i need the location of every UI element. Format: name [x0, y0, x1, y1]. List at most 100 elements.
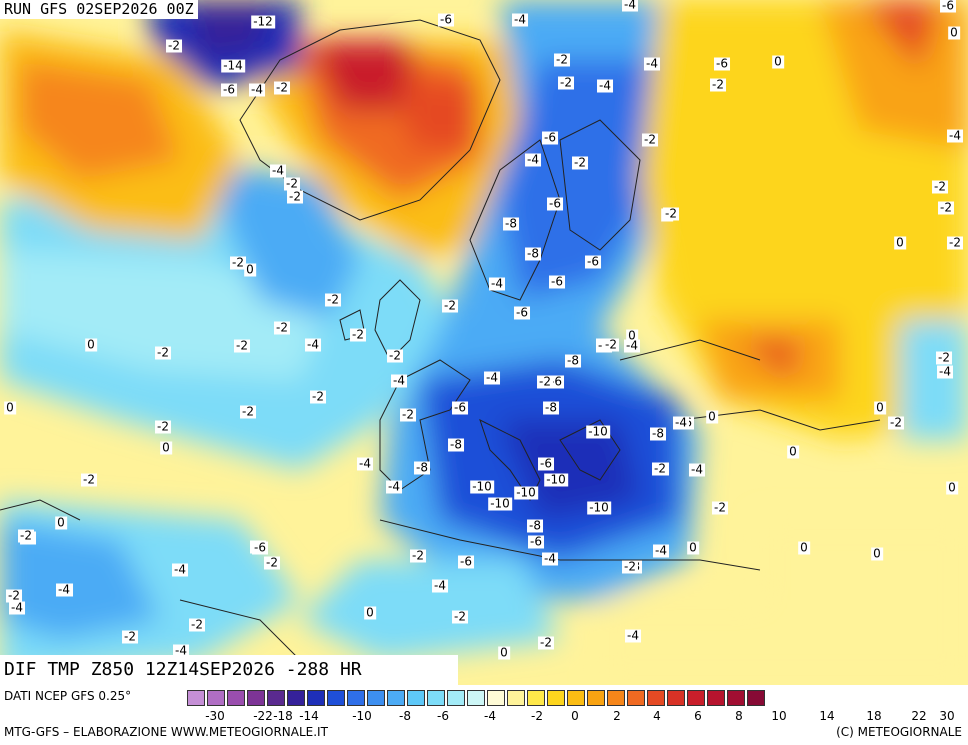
isotherm-label: -2: [350, 327, 366, 342]
scale-tick-label: 22: [911, 709, 927, 723]
isotherm-label: -6: [528, 534, 544, 549]
isotherm-label: -4: [542, 551, 558, 566]
isotherm-label: -2: [155, 345, 171, 360]
isotherm-label: -6: [252, 540, 268, 555]
isotherm-label: -4: [525, 152, 541, 167]
isotherm-label: -2: [400, 407, 416, 422]
isotherm-label: -4: [173, 643, 189, 658]
isotherm-label: -2: [274, 320, 290, 335]
isotherm-label: -6: [221, 82, 237, 97]
scale-tick-label: 10: [771, 709, 787, 723]
coastlines: [0, 19, 881, 661]
isotherm-label: -8: [543, 400, 559, 415]
temperature-anomaly-field: [0, 0, 968, 685]
isotherm-label: 0: [498, 645, 510, 660]
scale-tick-label: 6: [694, 709, 702, 723]
isotherm-label: -6: [585, 254, 601, 269]
color-scale-bar: [187, 690, 767, 706]
isotherm-label: -2: [888, 415, 904, 430]
isotherm-label: -4: [484, 370, 500, 385]
scale-swatch: [187, 690, 205, 706]
isotherm-label: 0: [364, 605, 376, 620]
isotherm-label: 0: [706, 409, 718, 424]
scale-swatch: [527, 690, 545, 706]
isotherm-label: -4: [653, 543, 669, 558]
isotherm-label: -2: [155, 419, 171, 434]
isotherm-label: -2: [554, 52, 570, 67]
isotherm-label: -10: [488, 496, 512, 511]
scale-tick-label: 30: [939, 709, 955, 723]
scale-swatch: [327, 690, 345, 706]
isotherm-label: -2: [652, 461, 668, 476]
scale-swatch: [387, 690, 405, 706]
isotherm-label: -4: [172, 562, 188, 577]
isotherm-label: -2: [710, 77, 726, 92]
isotherm-label: -4: [432, 578, 448, 593]
isotherm-label: -2: [6, 588, 22, 603]
isotherm-label: -2: [264, 555, 280, 570]
isotherm-label: -4: [9, 600, 25, 615]
isotherm-label: -10: [514, 485, 538, 500]
isotherm-label: -6: [514, 305, 530, 320]
scale-swatch: [727, 690, 745, 706]
run-title: RUN GFS 02SEP2026 00Z: [0, 0, 198, 19]
scale-swatch: [267, 690, 285, 706]
isotherm-label: -4: [597, 78, 613, 93]
isotherm-label: -2: [663, 206, 679, 221]
isotherm-label: -6: [458, 554, 474, 569]
scale-swatch: [607, 690, 625, 706]
isotherm-label: -2: [622, 559, 638, 574]
isotherm-label: -2: [452, 609, 468, 624]
isotherm-label: -4: [624, 338, 640, 353]
isotherm-label: -2: [712, 500, 728, 515]
isotherm-label: 0: [55, 515, 67, 530]
isotherm-label: 0: [687, 540, 699, 555]
scale-swatch: [307, 690, 325, 706]
isotherm-label: -2: [642, 132, 658, 147]
scale-tick-label: 14: [819, 709, 835, 723]
isotherm-label: -2: [240, 404, 256, 419]
isotherm-label: -4: [386, 479, 402, 494]
isotherm-label: -2: [287, 189, 303, 204]
isotherm-label: 0: [894, 235, 906, 250]
isotherm-label: -10: [470, 479, 494, 494]
scale-swatch: [627, 690, 645, 706]
scale-swatch: [667, 690, 685, 706]
scale-swatch: [507, 690, 525, 706]
isotherm-label: -4: [947, 128, 963, 143]
scale-swatch: [587, 690, 605, 706]
isotherm-label: -2: [947, 235, 963, 250]
isotherm-label: -2: [936, 350, 952, 365]
isotherm-label: -4: [56, 582, 72, 597]
isotherm-label: -8: [650, 426, 666, 441]
isotherm-label: -8: [448, 437, 464, 452]
scale-tick-label: 2: [613, 709, 621, 723]
scale-swatch: [687, 690, 705, 706]
isotherm-label: -2: [603, 337, 619, 352]
isotherm-label: -10: [544, 472, 568, 487]
scale-tick-label: -2: [531, 709, 543, 723]
valid-time-title: DIF TMP Z850 12Z14SEP2026 -288 HR: [0, 655, 458, 685]
isotherm-label: -4: [305, 337, 321, 352]
scale-swatch: [547, 690, 565, 706]
scale-swatch: [447, 690, 465, 706]
isotherm-label: 0: [85, 337, 97, 352]
isotherm-label: -2: [230, 255, 246, 270]
isotherm-label: -6: [714, 56, 730, 71]
scale-swatch: [747, 690, 765, 706]
isotherm-label: -4: [689, 462, 705, 477]
isotherm-label: -8: [525, 246, 541, 261]
isotherm-label: 0: [798, 540, 810, 555]
credit-left: MTG-GFS – ELABORAZIONE WWW.METEOGIORNALE…: [4, 725, 328, 739]
isotherm-label: -2: [189, 617, 205, 632]
scale-tick-label: -8: [399, 709, 411, 723]
isotherm-label: -2: [537, 374, 553, 389]
scale-swatch: [427, 690, 445, 706]
scale-tick-label: -18: [273, 709, 293, 723]
isotherm-label: -4: [625, 628, 641, 643]
isotherm-label: -10: [587, 500, 611, 515]
scale-swatch: [467, 690, 485, 706]
scale-tick-label: -14: [299, 709, 319, 723]
isotherm-label: -10: [586, 424, 610, 439]
isotherm-label: -8: [414, 460, 430, 475]
